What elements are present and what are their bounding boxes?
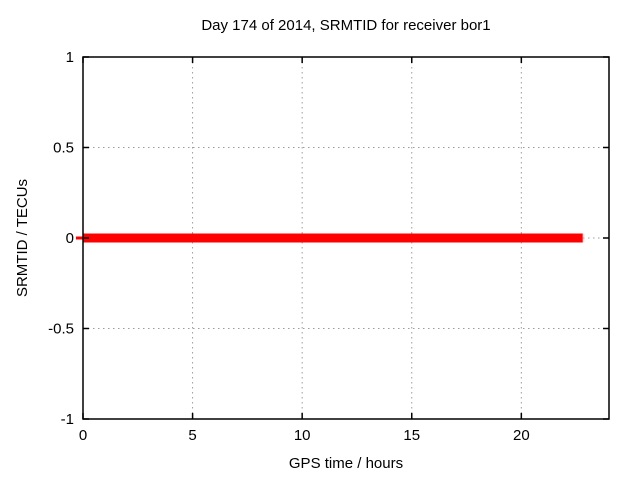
series-edge-artifact (76, 236, 83, 240)
x-tick-label: 10 (294, 427, 311, 444)
x-tick-label: 0 (79, 427, 87, 444)
chart-title: Day 174 of 2014, SRMTID for receiver bor… (201, 17, 490, 34)
y-tick-label: 1 (66, 49, 74, 66)
y-tick-label: 0.5 (53, 140, 74, 157)
chart-generated-layer: 0 5 10 15 20 -1 -0.5 0 0.5 1 (48, 49, 610, 444)
y-axis-label: SRMTID / TECUs (14, 179, 31, 297)
x-axis-label: GPS time / hours (289, 455, 403, 472)
y-tick-label: 0 (66, 230, 74, 247)
y-tick-label: -0.5 (48, 321, 74, 338)
y-tick-label: -1 (61, 411, 74, 428)
x-tick-label: 20 (513, 427, 530, 444)
x-tick-label: 15 (403, 427, 420, 444)
x-tick-label: 5 (188, 427, 196, 444)
